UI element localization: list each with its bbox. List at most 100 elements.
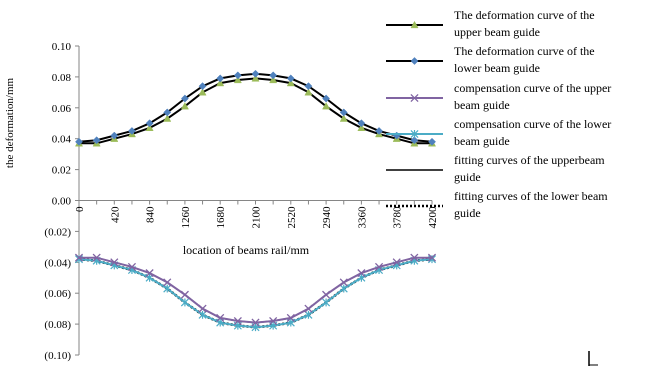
y-tick-label: 0.06 [52, 103, 72, 115]
legend: The deformation curve of the upper beam g… [386, 8, 611, 220]
y-tick-label: 0.02 [52, 165, 71, 177]
data-point [269, 316, 278, 326]
data-point [198, 304, 207, 313]
x-axis-label: location of beams rail/mm [183, 243, 310, 257]
legend-item-2: The deformation curve of the lower beam g… [386, 44, 595, 75]
data-point [304, 304, 313, 313]
data-point [410, 136, 419, 145]
data-point [163, 114, 172, 122]
data-point [251, 69, 260, 78]
data-point [198, 310, 207, 319]
y-tick-label: (0.02) [44, 226, 71, 238]
data-point [145, 119, 154, 128]
data-point [163, 284, 172, 293]
legend-label: guide [454, 170, 481, 184]
legend-label: The deformation curve of the [454, 8, 595, 22]
x-tick-label: 3360 [356, 206, 368, 229]
legend-label: compensation curve of the lower [454, 117, 611, 131]
data-point [233, 71, 242, 80]
y-tick-label: 0.08 [52, 72, 72, 84]
data-point [198, 82, 207, 91]
data-point [233, 75, 242, 84]
legend-item-1: The deformation curve of the upper beam g… [386, 8, 595, 39]
data-point [75, 137, 83, 146]
series-layer [74, 69, 437, 332]
data-point [269, 71, 278, 80]
data-point [410, 253, 419, 262]
legend-label: beam guide [454, 134, 510, 148]
legend-item-3: compensation curve of the upper beam guid… [386, 81, 611, 112]
x-tick-label: 2520 [286, 206, 298, 229]
x-tick-label: 1680 [215, 206, 227, 229]
data-point [180, 102, 189, 110]
y-tick-label: 0.00 [52, 196, 72, 208]
legend-label: lower beam guide [454, 61, 540, 75]
data-point [322, 290, 331, 299]
legend-label: The deformation curve of the [454, 44, 595, 58]
x-tick-label: 3780 [392, 206, 404, 229]
data-point [92, 253, 101, 262]
legend-swatch-marker [410, 93, 419, 103]
data-point [357, 269, 366, 278]
data-point [339, 114, 348, 122]
data-point [392, 258, 401, 267]
legend-item-5: fitting curves of the upperbeam guide [386, 153, 605, 184]
x-tick-label: 4200 [427, 206, 439, 229]
data-point [110, 258, 119, 267]
y-tick-label: 0.04 [52, 134, 72, 146]
data-point [375, 127, 384, 135]
data-point [233, 316, 242, 326]
data-point [286, 78, 295, 87]
legend-label: upper beam guide [454, 25, 540, 39]
data-point [127, 127, 136, 135]
data-point [163, 278, 172, 287]
data-point [180, 290, 189, 299]
data-point [286, 74, 295, 83]
legend-swatch-marker [410, 57, 419, 65]
data-point [180, 94, 189, 103]
data-point [127, 262, 137, 271]
data-point [339, 284, 348, 293]
data-point [322, 102, 331, 110]
data-point [339, 278, 348, 287]
data-point [145, 123, 154, 132]
series-2 [75, 69, 436, 146]
legend-item-4: compensation curve of the lower beam guid… [386, 117, 611, 148]
y-tick-label: (0.06) [44, 288, 71, 300]
y-tick-label: (0.08) [44, 319, 71, 331]
data-point [74, 253, 84, 262]
data-point [322, 298, 331, 307]
data-point [322, 94, 331, 103]
y-axis-label: the deformation/mm [4, 78, 16, 169]
x-tick-label: 2100 [251, 206, 263, 229]
data-point [145, 269, 154, 278]
legend-label: beam guide [454, 98, 510, 112]
data-point [428, 137, 436, 146]
y-axis-label-group: the deformation/mm [4, 78, 16, 169]
data-point [427, 253, 437, 262]
data-point [269, 75, 278, 84]
data-point [304, 82, 313, 91]
legend-label: fitting curves of the lower beam [454, 189, 608, 203]
data-point [304, 310, 313, 319]
data-point [216, 313, 225, 322]
data-point [92, 136, 101, 145]
x-tick-label: 840 [145, 206, 157, 223]
data-point [251, 318, 260, 327]
legend-label: compensation curve of the upper [454, 81, 611, 95]
legend-label: guide [454, 206, 481, 220]
legend-label: fitting curves of the upperbeam [454, 153, 605, 167]
data-point [163, 108, 172, 117]
y-tick-label: (0.10) [44, 350, 71, 362]
data-point [251, 74, 260, 82]
data-point [357, 119, 366, 128]
y-tick-label: (0.04) [44, 257, 71, 269]
data-point [216, 78, 225, 87]
legend-item-6: fitting curves of the lower beam guide [386, 189, 608, 220]
data-point [339, 108, 348, 117]
series-1 [74, 74, 437, 147]
x-tick-label: 2940 [321, 206, 333, 229]
y-tick-label: 0.10 [52, 41, 72, 53]
data-point [304, 88, 313, 96]
